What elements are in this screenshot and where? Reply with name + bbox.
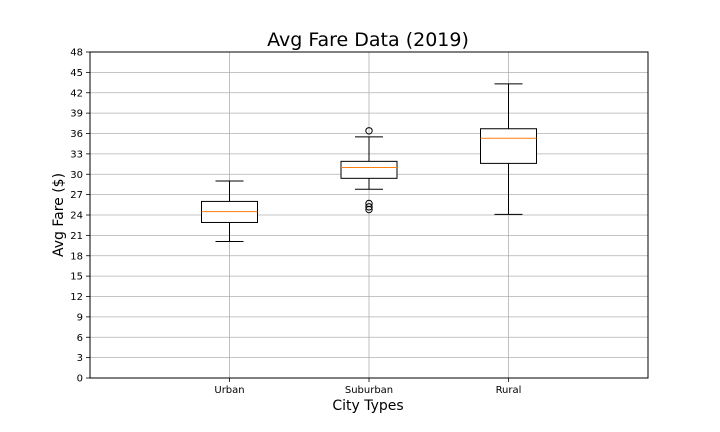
y-tick-label: 15 (70, 272, 83, 283)
y-tick-label: 30 (70, 170, 83, 181)
y-tick-label: 27 (70, 190, 83, 201)
y-tick-label: 24 (70, 211, 83, 222)
x-tick-label: Suburban (345, 385, 393, 396)
x-axis-ticks: Urban Suburban Rural (214, 378, 521, 396)
outlier-point (365, 127, 373, 135)
chart-title: Avg Fare Data (2019) (267, 29, 469, 51)
y-tick-label: 12 (70, 292, 83, 303)
y-tick-label: 33 (70, 149, 83, 160)
box-plot-series (201, 83, 537, 242)
y-tick-label: 6 (77, 333, 83, 344)
y-tick-label: 36 (70, 129, 83, 140)
y-tick-label: 42 (70, 88, 83, 99)
y-tick-label: 45 (70, 68, 83, 79)
x-axis-title: City Types (332, 398, 403, 414)
outlier-point (365, 203, 373, 211)
y-tick-label: 21 (70, 231, 83, 242)
interquartile-box (340, 160, 398, 179)
y-tick-label: 3 (77, 353, 83, 364)
y-axis-title: Avg Fare ($) (51, 173, 67, 257)
box-urban (201, 180, 258, 242)
box-rural (480, 83, 537, 215)
box-suburban (340, 127, 398, 214)
grid-lines (90, 51, 648, 379)
outlier-point (365, 205, 373, 214)
interquartile-box (480, 128, 537, 164)
y-tick-label: 39 (70, 109, 83, 120)
x-tick-label: Urban (214, 385, 244, 396)
y-tick-label: 0 (77, 374, 83, 385)
y-tick-label: 9 (77, 312, 83, 323)
y-tick-label: 18 (70, 251, 83, 262)
y-tick-label: 48 (70, 48, 83, 59)
x-tick-label: Rural (496, 385, 522, 396)
